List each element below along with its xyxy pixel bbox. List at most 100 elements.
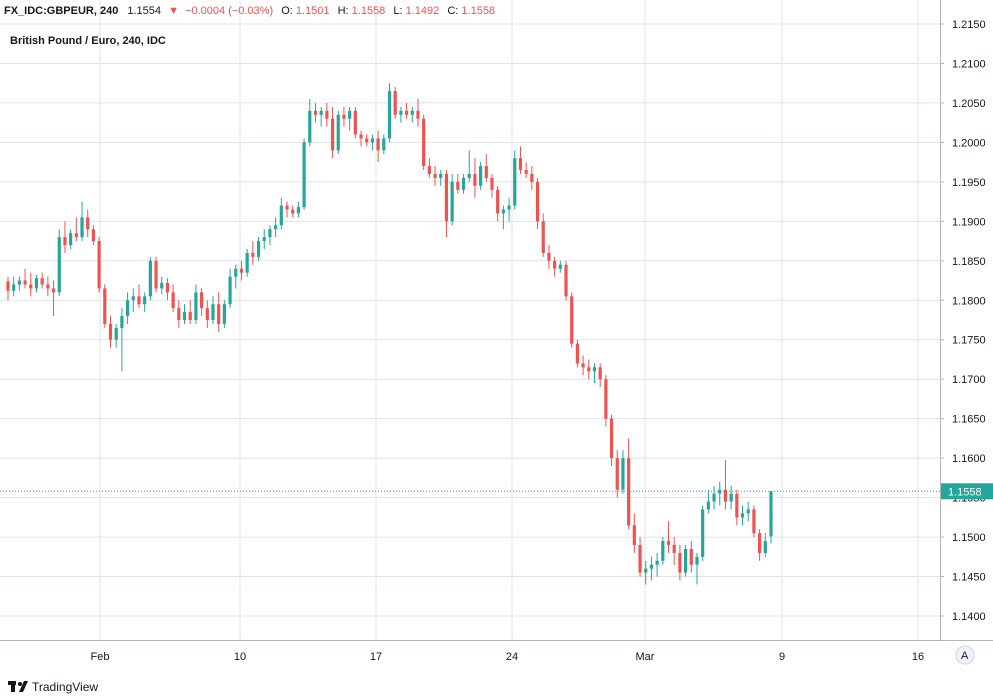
candle-body: [444, 173, 449, 222]
candle-body: [672, 544, 676, 553]
candle-body: [723, 489, 728, 502]
high-label: H:: [338, 5, 349, 17]
candle-body: [632, 525, 636, 545]
candle-body: [535, 181, 540, 222]
candle-body: [541, 221, 545, 253]
open-value: 1.1501: [296, 5, 330, 17]
candle-body: [649, 564, 654, 569]
candle-body: [245, 252, 249, 273]
candle-body: [746, 509, 750, 514]
candle-body: [239, 268, 244, 273]
candle-body: [234, 268, 238, 277]
candle-body: [23, 280, 27, 285]
candle-body: [165, 282, 170, 293]
candle-body: [274, 225, 278, 230]
x-tick-label: 16: [912, 651, 924, 663]
y-tick-label: 1.1400: [952, 611, 986, 623]
tradingview-logo-icon: [8, 681, 28, 692]
candle-body: [661, 541, 665, 561]
candle-body: [570, 296, 574, 344]
y-tick-label: 1.1450: [952, 572, 986, 584]
candle-body: [6, 281, 10, 291]
candle-body: [416, 110, 420, 119]
candle-body: [615, 458, 619, 490]
candles: [6, 83, 773, 585]
low-value: 1.1492: [406, 5, 440, 17]
candle-body: [251, 252, 255, 257]
candle-body: [433, 173, 437, 178]
candle-body: [256, 241, 261, 257]
candle-body: [51, 288, 56, 293]
tradingview-logo[interactable]: TradingView: [8, 680, 98, 694]
candle-body: [604, 379, 608, 419]
last-price-label: 1.1558: [941, 483, 993, 500]
price-axis[interactable]: 1.2150 1.2100 1.2050 1.2000 1.1950 1.1900 1.18…: [940, 19, 986, 623]
candle-body: [399, 110, 403, 115]
candle-body: [484, 166, 488, 178]
candle-body: [40, 278, 44, 285]
candle-body: [137, 296, 141, 305]
y-tick-label: 1.1850: [952, 256, 986, 268]
x-tick-label: 24: [506, 651, 518, 663]
candle-body: [752, 509, 756, 534]
candle-body: [228, 276, 232, 305]
y-tick-label: 1.2150: [952, 19, 986, 31]
auto-scale-label: A: [961, 650, 969, 662]
candle-body: [564, 264, 568, 297]
candle-body: [683, 548, 688, 573]
candle-body: [308, 110, 312, 143]
high-value: 1.1558: [352, 5, 386, 17]
x-tick-label: Feb: [91, 651, 110, 663]
candle-body: [268, 229, 272, 238]
candle-body: [353, 110, 357, 135]
candle-body: [587, 367, 591, 372]
candle-body: [199, 292, 204, 309]
candle-body: [160, 282, 164, 289]
legend-header: FX_IDC:GBPEUR, 240 1.1554 ▼ −0.0004 (−0.…: [4, 5, 495, 17]
candle-body: [217, 304, 221, 324]
time-axis[interactable]: Feb 10 17 24 Mar 9 16: [91, 651, 925, 663]
candle-body: [205, 308, 209, 320]
auto-scale-button[interactable]: A: [955, 645, 975, 665]
candle-body: [330, 118, 335, 151]
open-label: O:: [281, 5, 293, 17]
last-price-value: 1.1558: [948, 486, 982, 498]
candle-body: [575, 343, 580, 364]
x-tick-label: Mar: [636, 651, 655, 663]
candle-body: [507, 205, 511, 210]
candle-body: [701, 509, 705, 557]
candle-body: [182, 312, 187, 320]
x-tick-label: 9: [779, 651, 785, 663]
candle-body: [769, 491, 773, 537]
candle-body: [319, 110, 323, 115]
candle-body: [86, 217, 90, 230]
candle-body: [581, 363, 585, 368]
candle-body: [296, 207, 300, 214]
y-tick-label: 1.1950: [952, 177, 986, 189]
candle-body: [439, 173, 443, 178]
candle-body: [422, 118, 426, 167]
candle-body: [359, 134, 363, 139]
candle-body: [456, 181, 460, 190]
candle-body: [518, 158, 523, 171]
candle-body: [279, 205, 283, 226]
candle-body: [177, 308, 181, 320]
y-tick-label: 1.1700: [952, 374, 986, 386]
candle-body: [558, 264, 562, 269]
candle-body: [479, 166, 483, 186]
symbol-label: FX_IDC:GBPEUR, 240: [4, 5, 118, 17]
x-tick-label: 10: [234, 651, 246, 663]
candle-body: [609, 418, 614, 459]
candle-body: [143, 296, 147, 305]
candle-body: [740, 513, 745, 518]
candle-body: [103, 288, 107, 324]
candle-body: [461, 177, 466, 190]
candle-body: [473, 173, 477, 186]
y-tick-label: 1.1800: [952, 295, 986, 307]
candle-body: [530, 173, 534, 182]
candle-body: [695, 556, 699, 565]
candle-body: [34, 278, 39, 289]
candle-body: [46, 284, 50, 289]
candle-body: [553, 260, 557, 269]
